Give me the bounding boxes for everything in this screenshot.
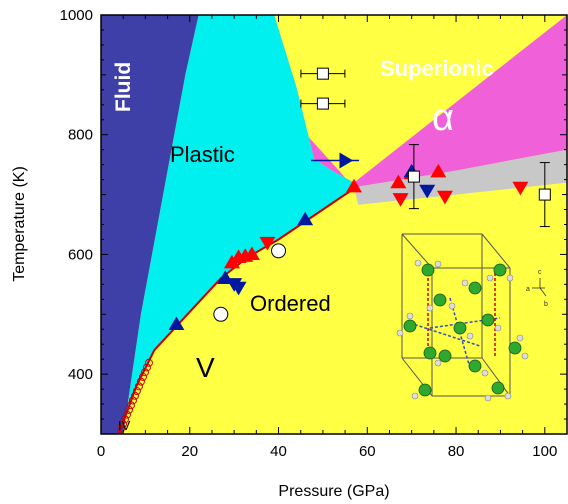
gray-band [354,149,567,205]
boundary-circle [144,358,153,367]
boundary-open-circles [116,358,153,433]
plot-area: c a b [101,15,567,434]
x-tick-label: 100 [532,443,557,460]
data-point-triangle-down [436,190,453,205]
data-point-triangle-up [345,178,362,193]
plastic-region [118,15,354,434]
axis-ticks: 0 20 40 60 80 100 400 600 800 1000 [60,7,567,460]
data-point-triangle-up [430,163,447,178]
boundary-circle [130,391,139,400]
plastic-label: Plastic [170,142,235,167]
data-point-triangle-up [243,246,260,261]
data-point-triangle-up [297,211,314,226]
boundary-circle [126,401,135,410]
boundary-circle [138,372,147,381]
alpha-label: α [432,97,454,139]
boundary-circle [124,405,133,414]
svg-text:a: a [526,286,530,293]
data-point-square-open [316,67,329,80]
boundary-circle [142,363,151,372]
data-point-circle-open [271,243,287,259]
boundary-circle [136,377,145,386]
fluid-label: Fluid [112,62,135,112]
boundary-circle [128,396,137,405]
data-point-square-open [407,170,420,183]
y-tick-label: 1000 [60,7,93,24]
v-label: V [196,352,215,383]
data-point-triangle-down [230,281,247,296]
crystal-structure-inset: c a b [396,233,548,402]
data-point-triangle-up [168,316,185,331]
x-tick-label: 0 [97,443,105,460]
svg-text:c: c [538,269,542,276]
boundary-circle [132,387,141,396]
data-point-triangle-down [259,236,276,251]
superionic-label: Superionic [380,56,494,81]
data-point-triangle-down [419,184,436,199]
boundary-circle [118,420,127,429]
data-point-triangle-down [512,181,529,196]
fluid-region [101,15,199,434]
boundary-circle [116,424,125,433]
data-point-triangle-right [339,152,354,169]
boundary-circle [122,410,131,419]
x-tick-label: 20 [181,443,198,460]
x-tick-label: 40 [270,443,287,460]
y-tick-label: 600 [68,246,93,263]
data-markers [168,67,551,331]
x-tick-label: 60 [359,443,376,460]
ordered-label: Ordered [250,291,331,316]
data-point-circle-open [213,306,229,322]
region-labels: Fluid Plastic Superionic α Ordered V IV [112,56,494,433]
data-point-square-open [538,188,551,201]
superionic-region [198,15,567,188]
x-axis-label: Pressure (GPa) [278,483,389,500]
data-point-triangle-down [392,193,409,207]
boundary-circle [140,368,149,377]
y-tick-label: 800 [68,127,93,144]
x-tick-label: 80 [448,443,465,460]
boundary-circle [120,415,129,424]
y-tick-label: 400 [68,366,93,383]
svg-text:b: b [544,301,548,308]
y-axis-label: Temperature (K) [11,166,28,282]
data-point-square-open [316,97,329,110]
boundary-circle [134,382,143,391]
data-point-triangle-up [390,174,407,189]
iv-label: IV [118,418,131,433]
